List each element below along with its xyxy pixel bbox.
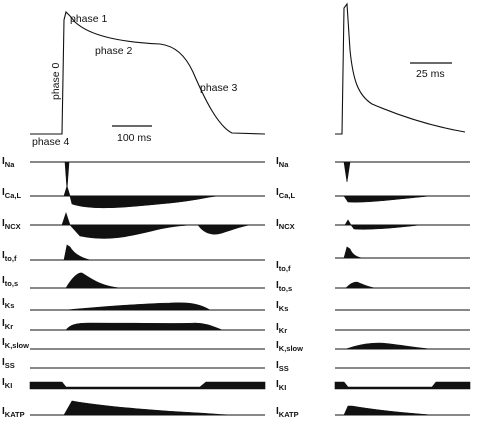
right-ical-trace	[343, 195, 431, 203]
right-ikslow-trace	[345, 342, 431, 350]
left-current-labels: INa ICa,L INCX Ito,f Ito,s IKs IKr IK,sl…	[2, 156, 29, 419]
phase-4-label: phase 4	[32, 136, 70, 148]
right-ina-trace	[341, 161, 351, 183]
left-label-ina: INa	[2, 156, 15, 169]
right-current-labels: INa ICa,L INCX Ito,f Ito,s IKs IKr IK,sl…	[276, 156, 303, 419]
right-current-traces	[334, 161, 471, 416]
left-itof-trace	[63, 244, 91, 261]
left-label-itof: Ito,f	[2, 250, 17, 263]
left-label-ical: ICa,L	[2, 187, 21, 200]
right-label-ical: ICa,L	[276, 187, 295, 200]
left-label-ikr: IKr	[2, 318, 13, 331]
right-label-ikslow: IK,slow	[276, 340, 303, 353]
left-label-iss: ISS	[2, 357, 15, 370]
left-iks-trace	[65, 302, 212, 311]
left-label-iks: IKs	[2, 297, 14, 310]
left-label-itos: Ito,s	[2, 275, 18, 288]
phase-1-label: phase 1	[70, 13, 108, 25]
right-ik1-trace	[334, 381, 471, 390]
right-scale-label: 25 ms	[416, 68, 445, 80]
right-incx-trace	[344, 219, 421, 230]
right-itof-trace	[343, 246, 363, 259]
right-label-ikatp: IKATP	[276, 406, 299, 419]
left-ina-trace	[62, 161, 70, 191]
right-action-potential-panel: 25 ms	[335, 2, 466, 135]
left-ik1-trace	[29, 381, 266, 390]
phase-2-label: phase 2	[95, 45, 133, 57]
left-incx-trace	[61, 212, 196, 239]
left-ical-trace	[63, 184, 219, 209]
left-ikatp-trace	[63, 400, 233, 416]
right-label-ina: INa	[276, 156, 289, 169]
right-ikatp-trace	[343, 405, 433, 416]
phase-3-label: phase 3	[200, 82, 238, 94]
right-label-iss: ISS	[276, 360, 289, 373]
right-label-incx: INCX	[276, 218, 295, 231]
left-label-ik1: IKI	[2, 377, 12, 390]
left-itos-trace	[65, 272, 121, 289]
right-itos-trace	[345, 281, 376, 289]
right-label-iks: IKs	[276, 300, 288, 313]
left-ikr-trace	[65, 322, 223, 331]
right-label-ikr: IKr	[276, 322, 287, 335]
left-action-potential-trace	[30, 10, 266, 135]
right-action-potential-trace	[335, 2, 466, 135]
phase-0-label: phase 0	[50, 62, 62, 100]
left-current-traces	[29, 161, 266, 416]
right-label-itos: Ito,s	[276, 280, 292, 293]
left-label-ikatp: IKATP	[2, 406, 25, 419]
right-label-itof: Ito,f	[276, 260, 291, 273]
right-label-ik1: IKI	[276, 379, 286, 392]
left-label-incx: INCX	[2, 218, 21, 231]
left-label-ikslow: IK,slow	[2, 337, 29, 350]
left-incx-tail-trace	[197, 224, 251, 235]
left-action-potential-panel: 100 ms phase 1 phase 2 phase 3 phase 0 p…	[30, 10, 266, 148]
left-scale-label: 100 ms	[117, 132, 151, 144]
